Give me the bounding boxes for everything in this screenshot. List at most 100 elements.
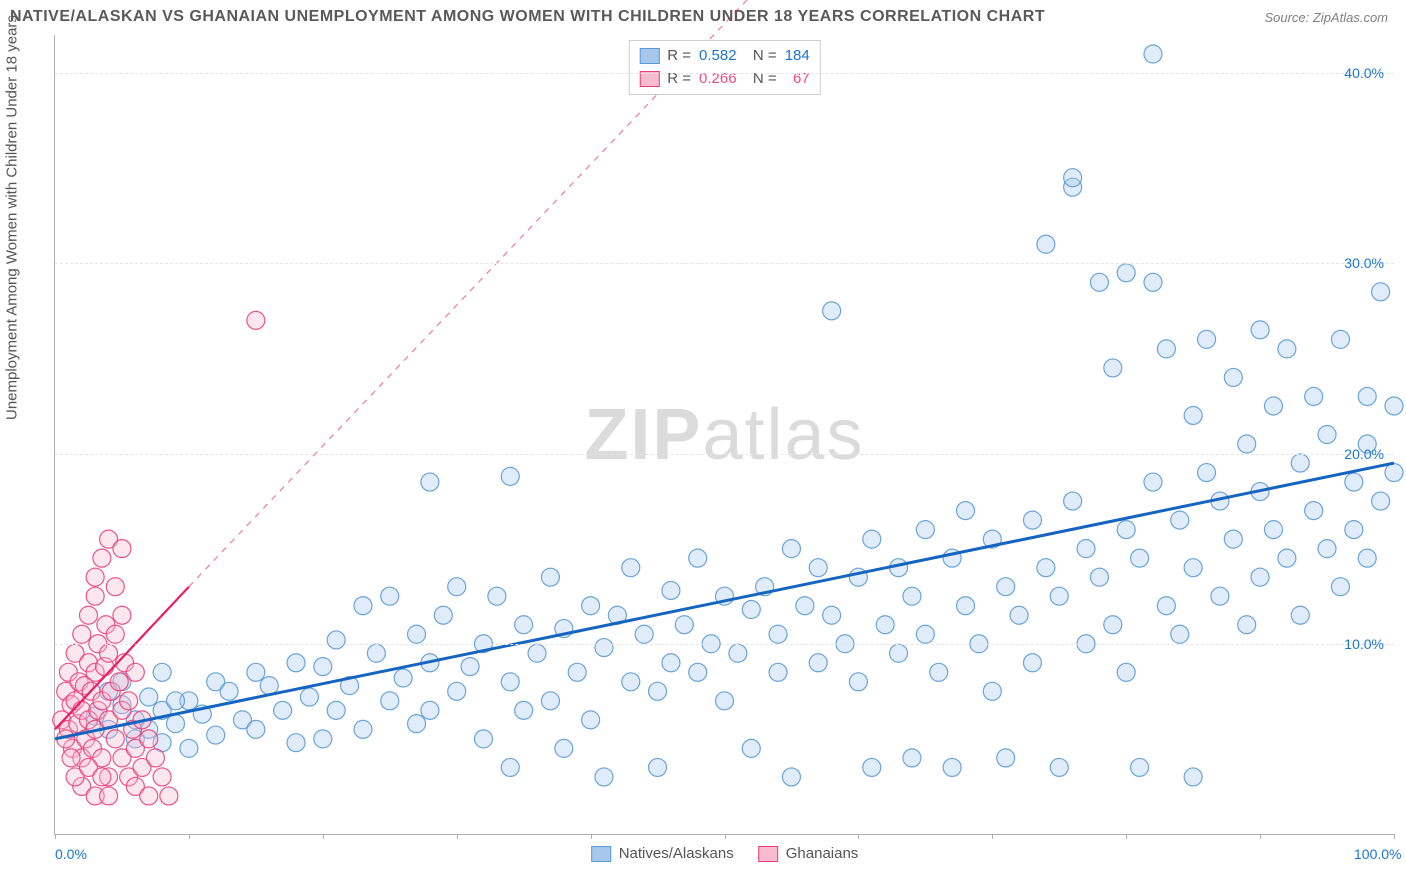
legend-r-label: R = xyxy=(667,68,691,91)
scatter-point xyxy=(635,625,653,643)
scatter-point xyxy=(662,581,680,599)
x-tick xyxy=(323,834,324,839)
scatter-point xyxy=(1171,511,1189,529)
scatter-point xyxy=(809,559,827,577)
scatter-point xyxy=(1090,273,1108,291)
scatter-point xyxy=(1184,559,1202,577)
scatter-point xyxy=(1358,549,1376,567)
scatter-point xyxy=(501,673,519,691)
scatter-point xyxy=(1385,397,1403,415)
scatter-point xyxy=(1372,492,1390,510)
legend-r-blue: 0.582 xyxy=(699,45,737,68)
scatter-point xyxy=(1104,359,1122,377)
scatter-point xyxy=(327,701,345,719)
legend-item-blue: Natives/Alaskans xyxy=(591,845,734,862)
scatter-point xyxy=(1157,597,1175,615)
scatter-point xyxy=(274,701,292,719)
scatter-point xyxy=(501,467,519,485)
scatter-point xyxy=(943,758,961,776)
scatter-point xyxy=(796,597,814,615)
scatter-point xyxy=(769,625,787,643)
scatter-point xyxy=(1224,368,1242,386)
scatter-point xyxy=(1131,758,1149,776)
y-tick-label: 40.0% xyxy=(1344,65,1384,81)
scatter-point xyxy=(823,302,841,320)
scatter-point xyxy=(1050,587,1068,605)
scatter-point xyxy=(140,787,158,805)
scatter-point xyxy=(1238,435,1256,453)
x-tick xyxy=(725,834,726,839)
scatter-point xyxy=(1358,387,1376,405)
legend-item-pink: Ghanaians xyxy=(758,845,859,862)
scatter-point xyxy=(1064,169,1082,187)
scatter-point xyxy=(110,673,128,691)
x-tick xyxy=(591,834,592,839)
legend-row-pink: R = 0.266 N = 67 xyxy=(639,68,809,91)
scatter-point xyxy=(1251,321,1269,339)
scatter-point xyxy=(93,549,111,567)
scatter-point xyxy=(1117,521,1135,539)
scatter-point xyxy=(126,663,144,681)
source-label: Source: ZipAtlas.com xyxy=(1264,10,1388,25)
scatter-point xyxy=(120,692,138,710)
scatter-point xyxy=(649,682,667,700)
scatter-point xyxy=(381,692,399,710)
scatter-point xyxy=(146,749,164,767)
scatter-point xyxy=(100,787,118,805)
scatter-point xyxy=(79,606,97,624)
scatter-point xyxy=(113,540,131,558)
scatter-point xyxy=(73,625,91,643)
scatter-point xyxy=(863,530,881,548)
scatter-point xyxy=(1278,340,1296,358)
scatter-point xyxy=(649,758,667,776)
scatter-point xyxy=(1198,330,1216,348)
scatter-point xyxy=(381,587,399,605)
scatter-point xyxy=(622,559,640,577)
scatter-point xyxy=(930,663,948,681)
scatter-point xyxy=(448,682,466,700)
scatter-point xyxy=(1224,530,1242,548)
scatter-point xyxy=(1050,758,1068,776)
scatter-point xyxy=(247,720,265,738)
gridline-h xyxy=(55,454,1394,455)
scatter-point xyxy=(541,568,559,586)
scatter-point xyxy=(849,673,867,691)
scatter-point xyxy=(1264,397,1282,415)
scatter-point xyxy=(983,682,1001,700)
legend-label-blue: Natives/Alaskans xyxy=(619,845,734,862)
scatter-point xyxy=(448,578,466,596)
scatter-point xyxy=(160,787,178,805)
scatter-point xyxy=(863,758,881,776)
scatter-point xyxy=(555,739,573,757)
scatter-point xyxy=(1184,768,1202,786)
scatter-point xyxy=(327,631,345,649)
scatter-point xyxy=(421,473,439,491)
scatter-point xyxy=(729,644,747,662)
scatter-point xyxy=(314,730,332,748)
x-tick xyxy=(1394,834,1395,839)
scatter-point xyxy=(568,663,586,681)
scatter-point xyxy=(1318,426,1336,444)
scatter-point xyxy=(1345,473,1363,491)
scatter-point xyxy=(997,578,1015,596)
gridline-h xyxy=(55,73,1394,74)
scatter-point xyxy=(1305,502,1323,520)
scatter-point xyxy=(1251,568,1269,586)
legend-swatch-blue xyxy=(639,48,659,64)
x-tick xyxy=(1126,834,1127,839)
scatter-point xyxy=(1023,511,1041,529)
y-tick-label: 10.0% xyxy=(1344,636,1384,652)
legend-n-label: N = xyxy=(745,45,777,68)
scatter-point xyxy=(1010,606,1028,624)
scatter-svg xyxy=(55,35,1394,834)
scatter-point xyxy=(957,502,975,520)
scatter-point xyxy=(1037,235,1055,253)
x-tick-label: 0.0% xyxy=(55,846,87,862)
scatter-point xyxy=(1184,406,1202,424)
gridline-h xyxy=(55,263,1394,264)
scatter-point xyxy=(220,682,238,700)
scatter-point xyxy=(1331,578,1349,596)
scatter-point xyxy=(408,625,426,643)
scatter-point xyxy=(488,587,506,605)
scatter-point xyxy=(354,597,372,615)
